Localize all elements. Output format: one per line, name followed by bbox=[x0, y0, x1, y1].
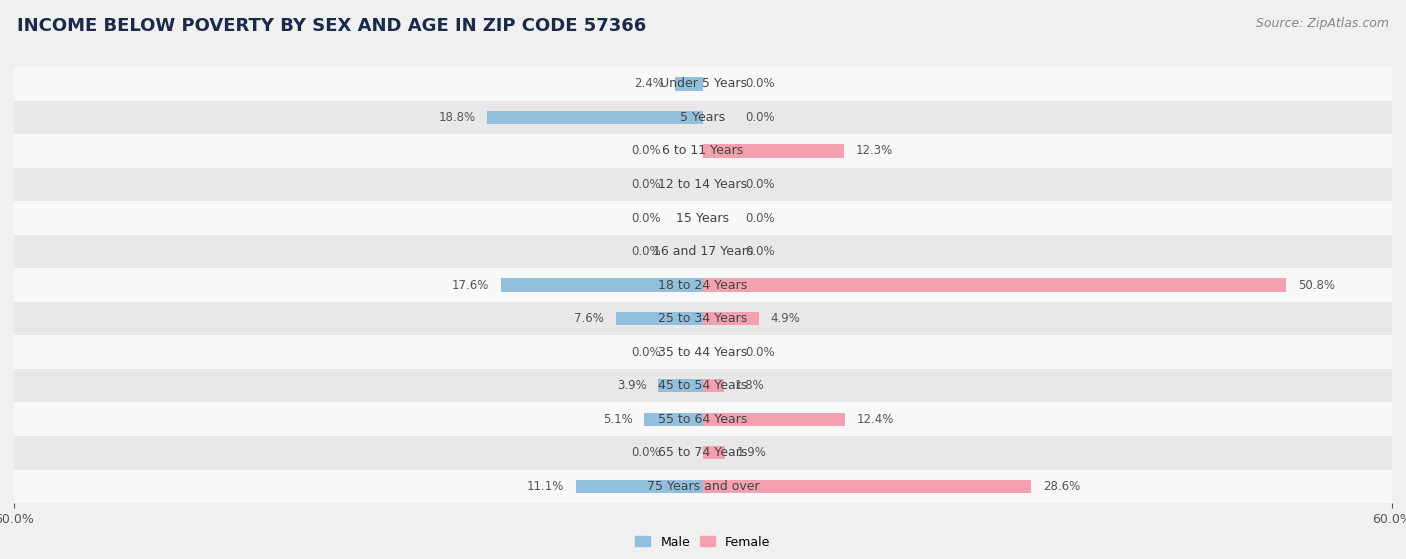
Bar bbox=[14, 268, 1392, 302]
Text: 35 to 44 Years: 35 to 44 Years bbox=[658, 345, 748, 359]
Bar bbox=[703, 312, 759, 325]
Bar bbox=[703, 480, 1032, 493]
Bar bbox=[703, 413, 845, 426]
Text: 0.0%: 0.0% bbox=[745, 211, 775, 225]
Bar bbox=[675, 77, 703, 91]
Text: 75 Years and over: 75 Years and over bbox=[647, 480, 759, 493]
Text: 1.8%: 1.8% bbox=[735, 379, 765, 392]
Text: 0.0%: 0.0% bbox=[631, 211, 661, 225]
Text: 5.1%: 5.1% bbox=[603, 413, 633, 426]
Bar bbox=[616, 312, 703, 325]
Text: 0.0%: 0.0% bbox=[631, 178, 661, 191]
Text: 1.9%: 1.9% bbox=[737, 446, 766, 459]
Bar bbox=[644, 413, 703, 426]
Bar bbox=[14, 101, 1392, 134]
Bar bbox=[703, 144, 844, 158]
Text: 7.6%: 7.6% bbox=[575, 312, 605, 325]
Text: 17.6%: 17.6% bbox=[453, 278, 489, 292]
Bar bbox=[14, 201, 1392, 235]
Bar bbox=[14, 470, 1392, 503]
Text: 3.9%: 3.9% bbox=[617, 379, 647, 392]
Legend: Male, Female: Male, Female bbox=[630, 530, 776, 553]
Bar bbox=[14, 369, 1392, 402]
Text: 6 to 11 Years: 6 to 11 Years bbox=[662, 144, 744, 158]
Text: 18 to 24 Years: 18 to 24 Years bbox=[658, 278, 748, 292]
Text: 45 to 54 Years: 45 to 54 Years bbox=[658, 379, 748, 392]
Bar bbox=[575, 480, 703, 493]
Text: 2.4%: 2.4% bbox=[634, 77, 664, 91]
Text: INCOME BELOW POVERTY BY SEX AND AGE IN ZIP CODE 57366: INCOME BELOW POVERTY BY SEX AND AGE IN Z… bbox=[17, 17, 647, 35]
Text: 0.0%: 0.0% bbox=[745, 111, 775, 124]
Text: 0.0%: 0.0% bbox=[631, 446, 661, 459]
Bar bbox=[14, 235, 1392, 268]
Text: 0.0%: 0.0% bbox=[631, 345, 661, 359]
Text: 0.0%: 0.0% bbox=[631, 144, 661, 158]
Bar bbox=[14, 436, 1392, 470]
Bar bbox=[486, 111, 703, 124]
Text: 0.0%: 0.0% bbox=[631, 245, 661, 258]
Bar bbox=[14, 302, 1392, 335]
Text: 12.4%: 12.4% bbox=[856, 413, 894, 426]
Bar bbox=[14, 402, 1392, 436]
Bar bbox=[501, 278, 703, 292]
Text: 0.0%: 0.0% bbox=[745, 77, 775, 91]
Bar bbox=[14, 134, 1392, 168]
Bar bbox=[703, 278, 1286, 292]
Bar bbox=[703, 379, 724, 392]
Text: 12 to 14 Years: 12 to 14 Years bbox=[658, 178, 748, 191]
Bar bbox=[703, 446, 725, 459]
Text: 50.8%: 50.8% bbox=[1298, 278, 1334, 292]
Bar bbox=[14, 335, 1392, 369]
Bar bbox=[14, 168, 1392, 201]
Text: 0.0%: 0.0% bbox=[745, 345, 775, 359]
Text: 16 and 17 Years: 16 and 17 Years bbox=[652, 245, 754, 258]
Text: 4.9%: 4.9% bbox=[770, 312, 800, 325]
Text: 55 to 64 Years: 55 to 64 Years bbox=[658, 413, 748, 426]
Text: 28.6%: 28.6% bbox=[1043, 480, 1080, 493]
Bar bbox=[658, 379, 703, 392]
Text: 12.3%: 12.3% bbox=[856, 144, 893, 158]
Bar bbox=[14, 67, 1392, 101]
Text: 15 Years: 15 Years bbox=[676, 211, 730, 225]
Text: 25 to 34 Years: 25 to 34 Years bbox=[658, 312, 748, 325]
Text: Under 5 Years: Under 5 Years bbox=[659, 77, 747, 91]
Text: 18.8%: 18.8% bbox=[439, 111, 475, 124]
Text: 0.0%: 0.0% bbox=[745, 178, 775, 191]
Text: 11.1%: 11.1% bbox=[527, 480, 564, 493]
Text: 5 Years: 5 Years bbox=[681, 111, 725, 124]
Text: 0.0%: 0.0% bbox=[745, 245, 775, 258]
Text: Source: ZipAtlas.com: Source: ZipAtlas.com bbox=[1256, 17, 1389, 30]
Text: 65 to 74 Years: 65 to 74 Years bbox=[658, 446, 748, 459]
